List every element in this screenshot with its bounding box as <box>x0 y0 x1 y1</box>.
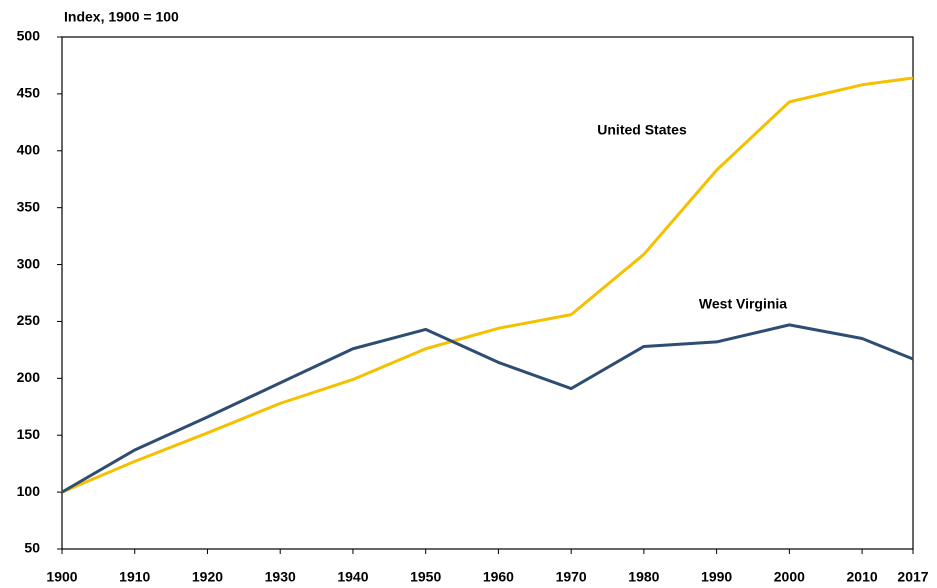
y-tick-label: 450 <box>17 85 41 101</box>
y-tick-label: 150 <box>17 426 41 442</box>
x-tick-label: 2010 <box>847 569 878 585</box>
y-tick-label: 350 <box>17 198 41 214</box>
y-tick-label: 500 <box>17 28 41 44</box>
plot-frame <box>61 36 914 550</box>
y-tick-label: 400 <box>17 141 41 157</box>
x-tick-label: 1990 <box>701 569 732 585</box>
x-tick-label: 1940 <box>337 569 368 585</box>
x-tick-label: 2017 <box>897 569 928 585</box>
x-tick-label: 1950 <box>410 569 441 585</box>
y-tick-label: 300 <box>17 255 41 271</box>
x-tick-label: 2000 <box>774 569 805 585</box>
y-tick-label: 100 <box>17 483 41 499</box>
series-line <box>61 76 914 494</box>
x-tick-label: 1980 <box>628 569 659 585</box>
series-label: United States <box>597 122 687 138</box>
y-tick-label: 50 <box>24 540 40 556</box>
x-tick-label: 1900 <box>46 569 77 585</box>
y-axis-label: Index, 1900 = 100 <box>64 9 179 25</box>
series-line <box>61 323 914 494</box>
x-tick-label: 1910 <box>119 569 150 585</box>
x-tick-label: 1960 <box>483 569 514 585</box>
series-label: West Virginia <box>699 296 787 312</box>
x-tick-label: 1930 <box>265 569 296 585</box>
x-tick-label: 1970 <box>556 569 587 585</box>
y-tick-label: 250 <box>17 312 41 328</box>
x-tick-label: 1920 <box>192 569 223 585</box>
y-tick-label: 200 <box>17 369 41 385</box>
